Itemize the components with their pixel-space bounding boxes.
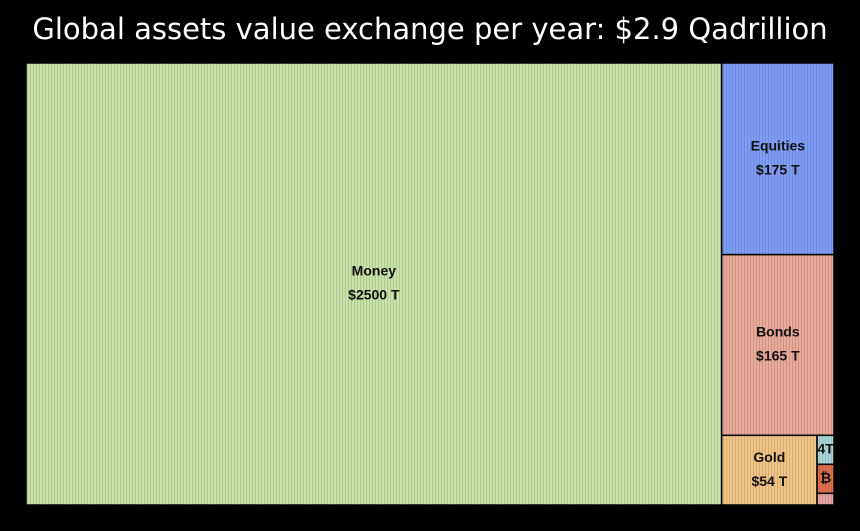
tile-texture <box>817 493 834 505</box>
tile-value-label: $165 T <box>756 348 800 364</box>
tile-texture <box>26 63 722 505</box>
tile-value-label: $175 T <box>756 162 800 178</box>
tile-value-label: $54 T <box>751 473 787 489</box>
tile-value-label: 4T <box>817 441 834 457</box>
tile-label: ₿ <box>820 470 831 486</box>
tile-texture <box>817 435 834 465</box>
chart-title: Global assets value exchange per year: $… <box>32 12 827 46</box>
tile-label: Gold <box>753 449 785 465</box>
tile-label: Bonds <box>756 324 800 340</box>
tile-texture <box>721 63 834 255</box>
tile-label: Money <box>352 263 397 279</box>
tile-label: Equities <box>751 138 806 154</box>
tile-value-label: $2500 T <box>348 287 400 303</box>
tile-texture <box>721 435 818 505</box>
tile-texture <box>721 254 834 436</box>
tile-texture <box>817 464 834 494</box>
